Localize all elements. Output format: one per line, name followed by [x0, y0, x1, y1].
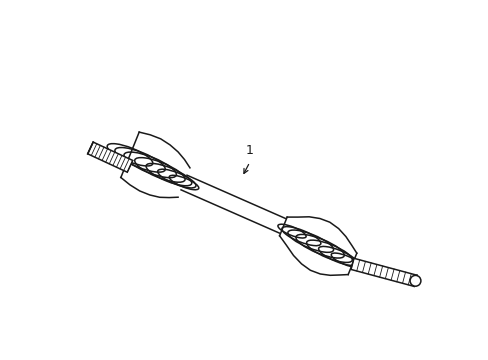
Polygon shape — [279, 217, 356, 275]
Polygon shape — [350, 258, 416, 286]
Text: 1: 1 — [245, 144, 253, 157]
Polygon shape — [181, 175, 285, 233]
Ellipse shape — [409, 275, 420, 286]
Polygon shape — [121, 132, 189, 198]
Polygon shape — [87, 142, 132, 172]
